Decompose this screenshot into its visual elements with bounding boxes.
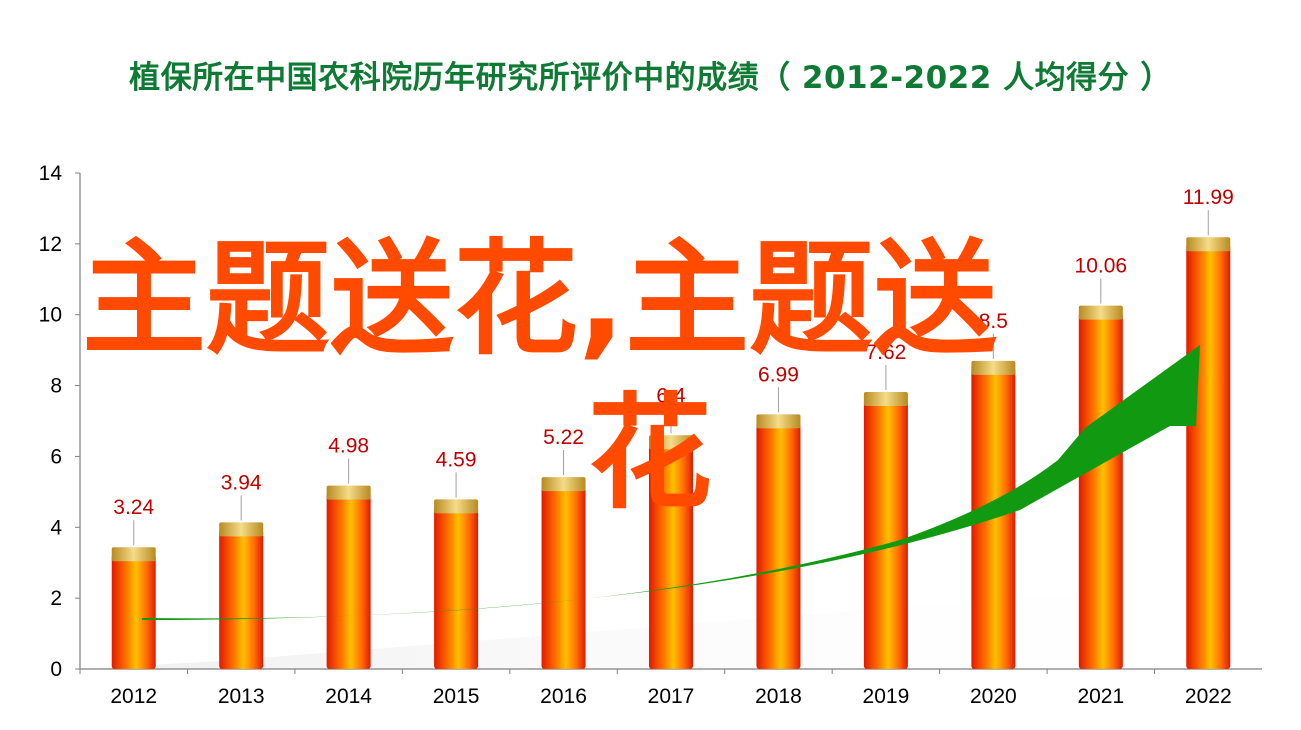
data-label-2016: 5.22	[543, 426, 584, 449]
bar-cap-2012	[111, 547, 156, 562]
y-tick-label: 0	[50, 658, 62, 681]
x-tick-label: 2014	[325, 685, 372, 708]
bar-2017	[649, 442, 693, 669]
x-tick-label: 2017	[648, 685, 695, 708]
data-label-2022: 11.99	[1183, 186, 1234, 209]
bar-2016	[541, 484, 586, 669]
x-tick-label: 2012	[110, 685, 157, 708]
data-label-2020: 8.5	[979, 310, 1008, 333]
x-tick-label: 2016	[540, 685, 587, 708]
x-tick-label: 2022	[1185, 685, 1232, 708]
bar-cap-2013	[219, 522, 264, 537]
chart-title: 植保所在中国农科院历年研究所评价中的成绩（ 2012-2022 人均得分 ）	[129, 60, 1172, 96]
data-label-2018: 6.99	[758, 363, 799, 386]
data-label-2017: 6.4	[656, 384, 686, 407]
floor-shadow	[80, 579, 1262, 669]
bar-2019	[863, 399, 908, 669]
bar-2012	[111, 554, 156, 669]
bar-2021	[1078, 312, 1123, 669]
bar-2018	[756, 421, 801, 669]
bars	[111, 237, 1231, 669]
bar-2014	[326, 492, 371, 669]
x-tick-label: 2019	[863, 685, 910, 708]
data-label-2012: 3.24	[113, 496, 154, 519]
bar-cap-2017	[649, 435, 693, 450]
x-tick-label: 2021	[1077, 685, 1124, 708]
y-tick-label: 6	[50, 445, 62, 468]
bar-cap-2021	[1078, 305, 1123, 320]
bar-2013	[219, 529, 264, 669]
bar-cap-2015	[434, 499, 479, 514]
bar-cap-2019	[863, 392, 908, 407]
bar-2015	[434, 506, 479, 669]
x-tick-label: 2013	[218, 685, 265, 708]
x-tick-label: 2020	[970, 685, 1017, 708]
bar-cap-2018	[756, 414, 801, 429]
data-label-2013: 3.94	[221, 471, 262, 494]
data-label-2014: 4.98	[328, 435, 369, 458]
bar-cap-2022	[1186, 237, 1231, 252]
bar-cap-2016	[541, 477, 586, 492]
bar-2022	[1186, 244, 1231, 669]
data-labels: 3.24 3.94 4.98 4.59 5.22 6.4 6.99 7.62 8.5 10.06 1…	[113, 186, 1233, 519]
y-tick-label: 4	[50, 516, 62, 539]
y-tick-label: 12	[39, 233, 62, 256]
y-tick-label: 10	[39, 304, 62, 327]
bar-cap-2014	[326, 485, 371, 500]
y-tick-label: 14	[39, 162, 63, 185]
y-tick-label: 8	[50, 375, 62, 398]
x-tick-label: 2015	[433, 685, 480, 708]
data-label-2021: 10.06	[1075, 255, 1128, 278]
axis-ticks: 0 2 4 6 8 10 12 14 2012 2013 2014 2015 2016 2017 2018 2…	[39, 162, 1232, 708]
x-tick-label: 2018	[755, 685, 802, 708]
data-label-2015: 4.59	[436, 448, 477, 471]
bar-cap-2020	[971, 360, 1016, 375]
data-label-2019: 7.62	[865, 341, 906, 364]
y-tick-label: 2	[50, 587, 62, 610]
